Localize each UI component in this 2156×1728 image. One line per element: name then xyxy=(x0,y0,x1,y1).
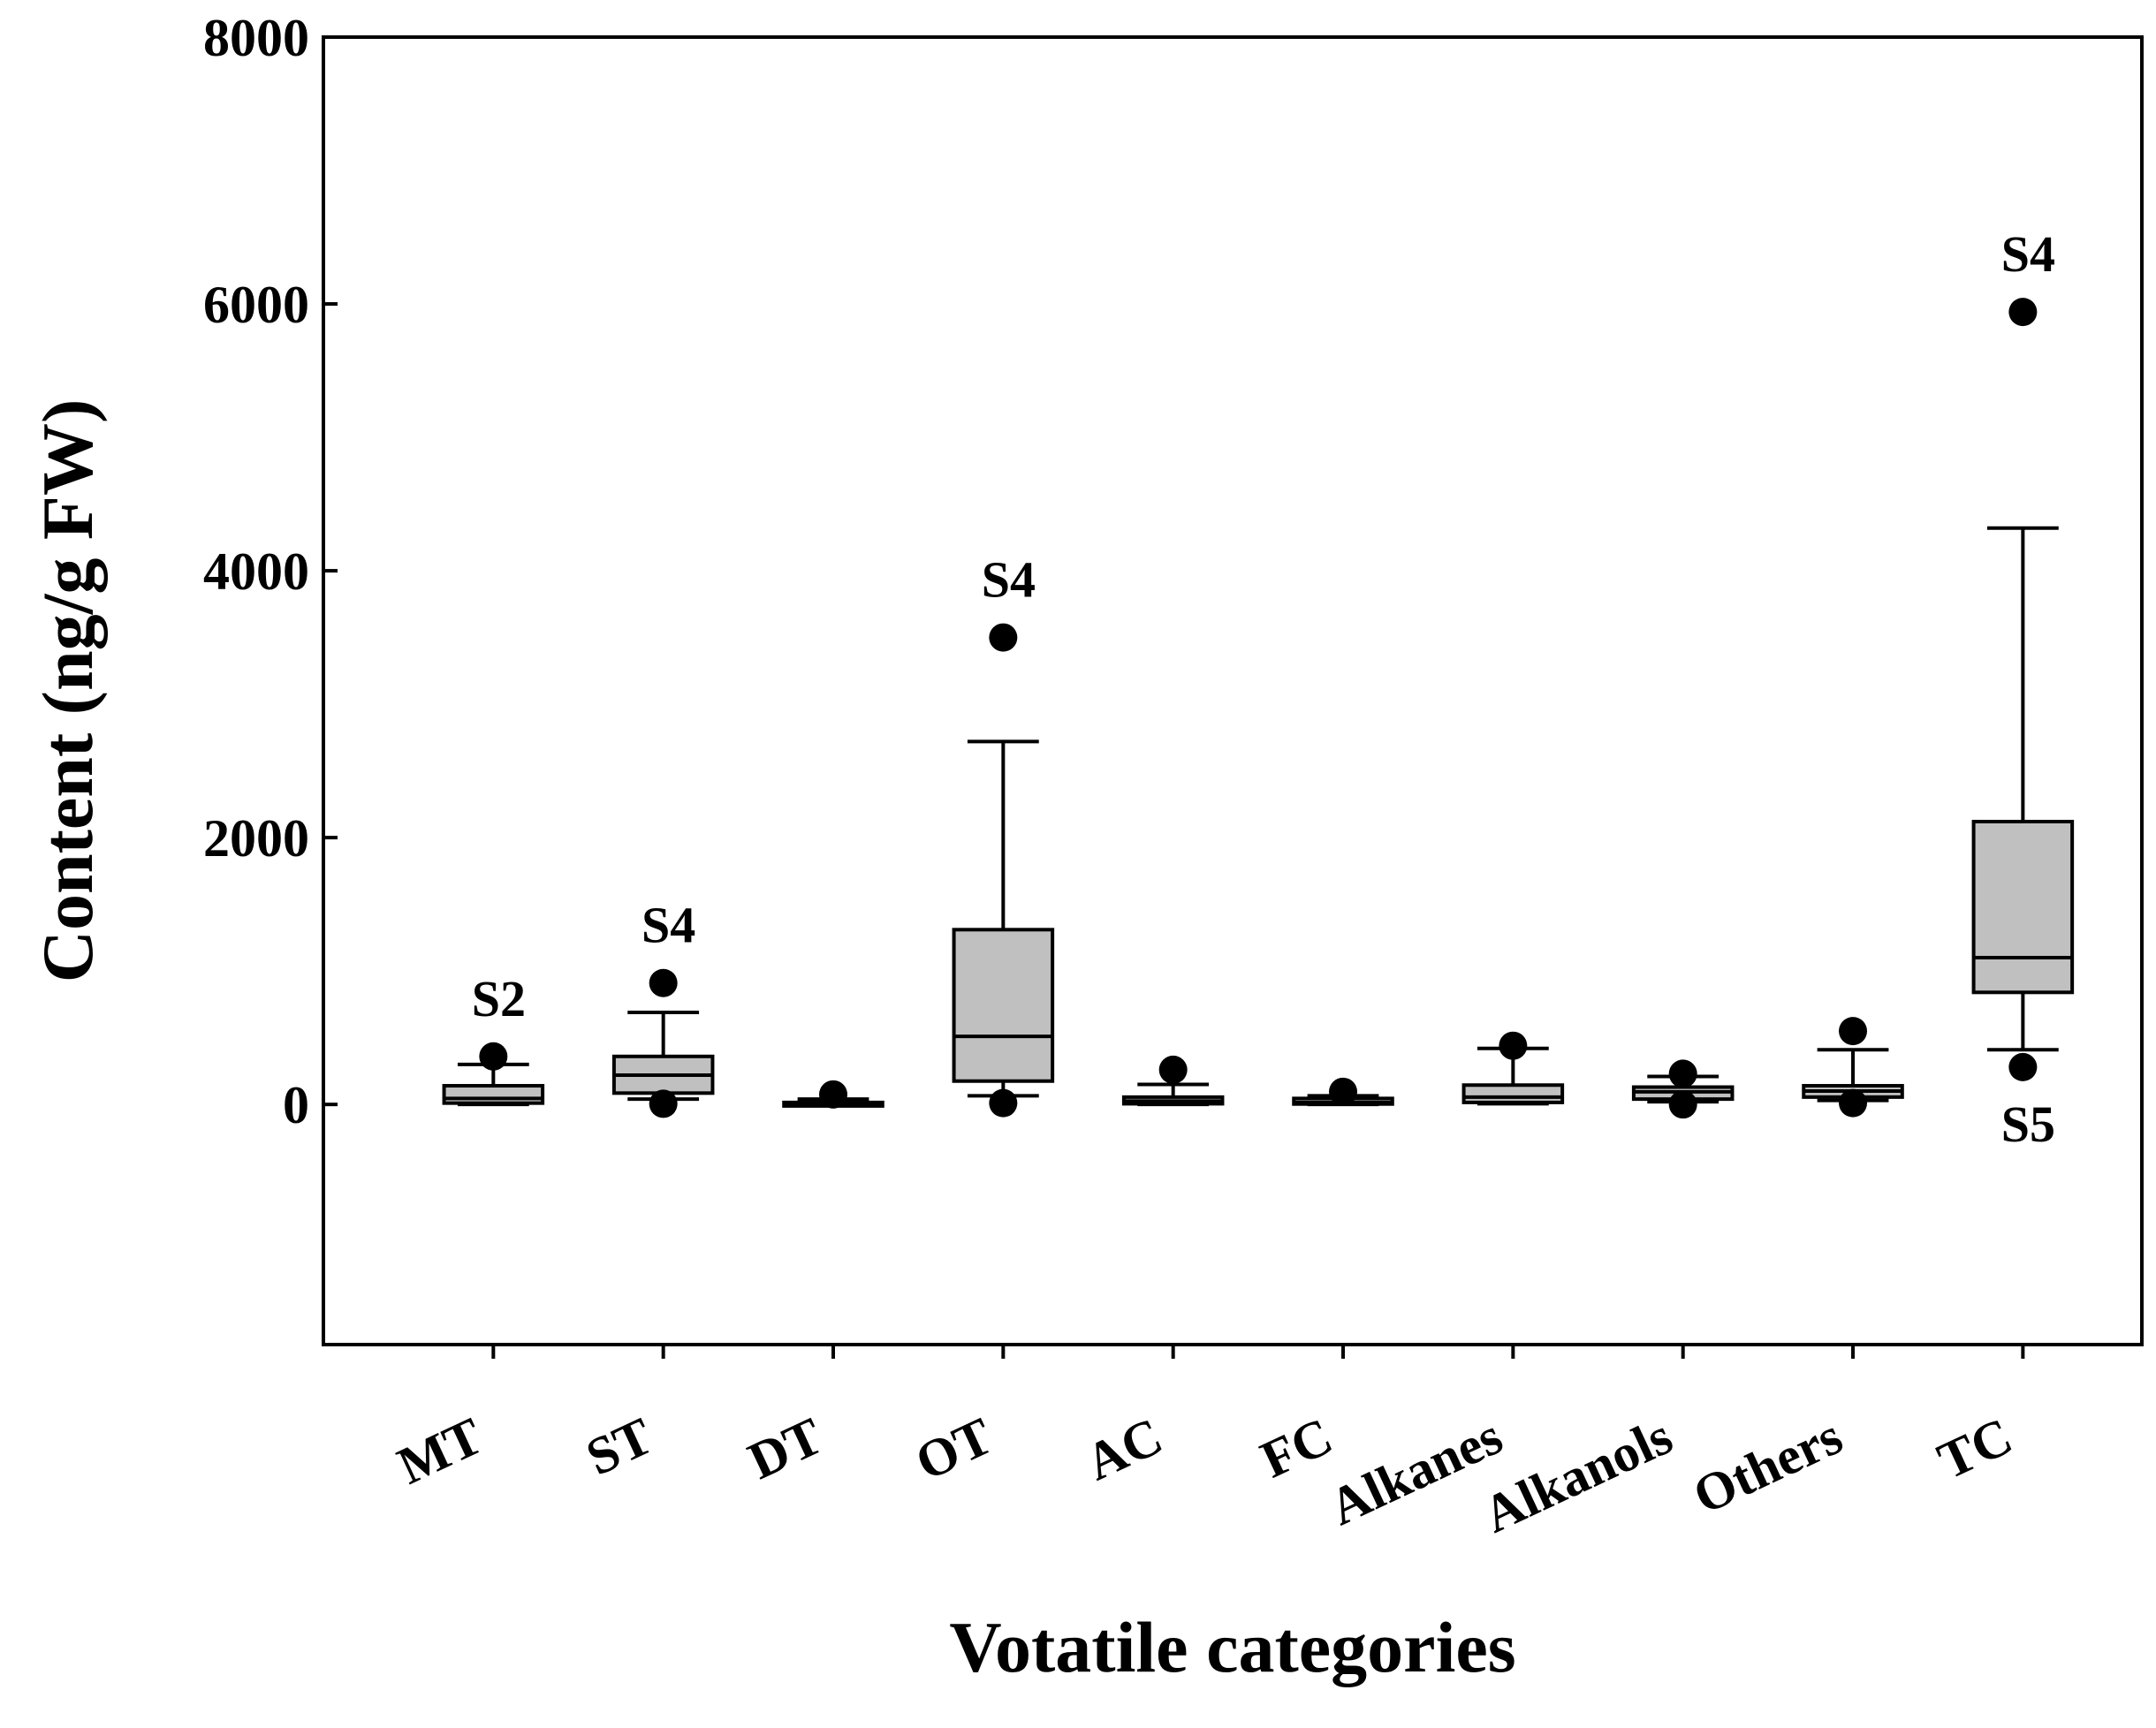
y-tick-label: 2000 xyxy=(203,809,309,868)
outlier-point xyxy=(1329,1077,1358,1106)
y-tick-label: 0 xyxy=(283,1076,309,1134)
outlier-point xyxy=(1158,1055,1188,1084)
plot-area: S2 S4 S4 S4 S5 xyxy=(442,225,2075,1153)
outlier-point xyxy=(2008,1052,2038,1081)
outlier-point xyxy=(1668,1090,1697,1119)
outlier-point xyxy=(1499,1031,1528,1060)
box xyxy=(442,1084,545,1105)
box xyxy=(1971,820,2075,995)
y-tick-label: 4000 xyxy=(203,542,309,601)
outlier-annotation: S4 xyxy=(641,897,695,954)
plot-frame xyxy=(322,35,2144,1346)
outlier-point xyxy=(989,1088,1018,1118)
outlier-point xyxy=(1839,1088,1868,1118)
outlier-point xyxy=(819,1080,848,1109)
x-axis-title: Votatile categories xyxy=(949,1607,1515,1687)
outlier-point xyxy=(479,1042,508,1071)
box xyxy=(1461,1083,1565,1104)
outlier-annotation: S2 xyxy=(472,970,526,1027)
outlier-point xyxy=(649,968,678,997)
outlier-annotation: S4 xyxy=(2001,225,2055,283)
outlier-point xyxy=(2008,298,2038,327)
outlier-annotation: S5 xyxy=(2001,1095,2055,1153)
y-tick-label: 8000 xyxy=(203,9,309,67)
outlier-annotation: S4 xyxy=(982,551,1036,609)
outlier-point xyxy=(989,623,1018,652)
y-tick-label: 6000 xyxy=(203,276,309,334)
outlier-point xyxy=(649,1089,678,1118)
outlier-point xyxy=(1839,1017,1868,1046)
box xyxy=(952,928,1055,1083)
outlier-point xyxy=(1668,1059,1697,1088)
y-axis-title: Content (ng/g FW) xyxy=(27,399,108,983)
